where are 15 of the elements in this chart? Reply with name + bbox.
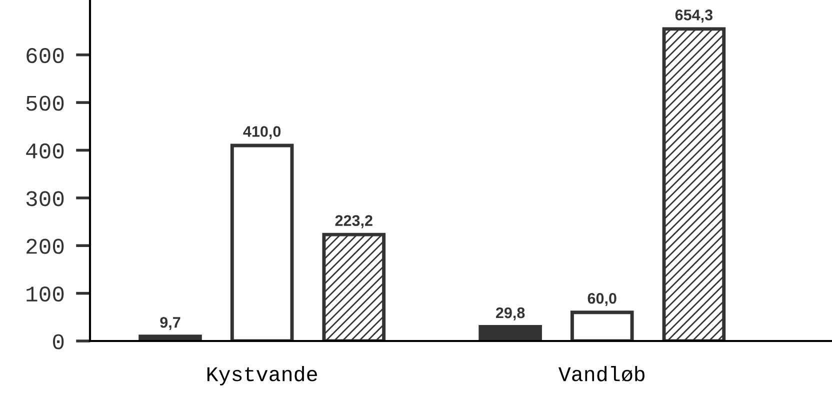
data-label: 410,0: [243, 126, 281, 140]
y-tick-label: 200: [26, 238, 64, 254]
x-tick-label: Vandløb: [558, 366, 644, 382]
data-label: 223,2: [335, 215, 372, 228]
y-tick-label: 600: [26, 48, 64, 64]
data-label: 29,8: [496, 307, 525, 320]
data-label: 60,0: [588, 292, 616, 306]
y-tick-label: 0: [53, 334, 64, 350]
x-tick-label: Kystvande: [207, 366, 317, 386]
y-tick-label: 400: [26, 143, 64, 158]
y-tick-label: 300: [26, 191, 64, 206]
y-tick-label: 100: [26, 286, 64, 302]
data-label: 654,3: [675, 10, 713, 23]
y-tick-label: 500: [26, 96, 64, 111]
data-label: 9,7: [160, 316, 180, 330]
